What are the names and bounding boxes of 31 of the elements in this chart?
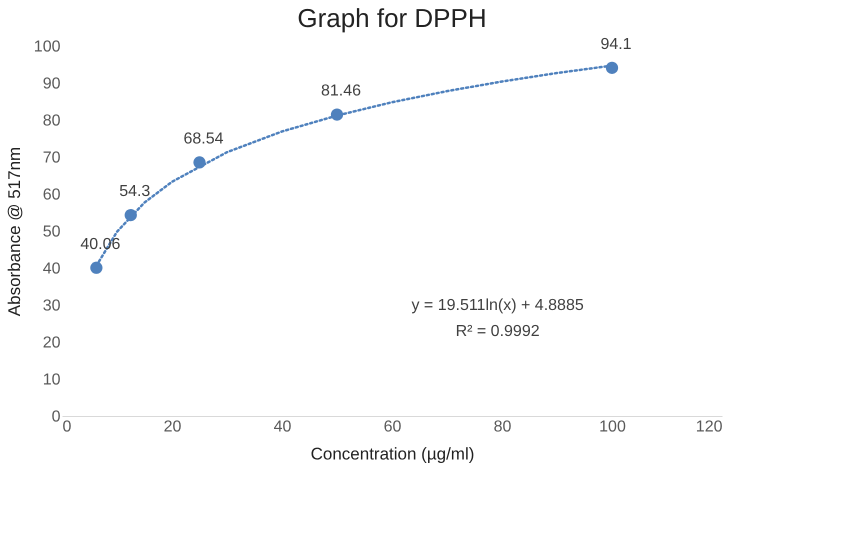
x-axis-title: Concentration (µg/ml) [310, 444, 474, 464]
point [606, 62, 618, 74]
data-label: 68.54 [183, 130, 224, 148]
x-tick-label: 0 [62, 418, 72, 436]
y-tick-label: 90 [42, 76, 61, 92]
annotation: y = 19.511ln(x) + 4.8885 [411, 297, 584, 314]
data-label: 81.46 [320, 82, 362, 100]
annotation: R² = 0.9992 [456, 323, 540, 340]
x-tick-label: 120 [696, 418, 723, 436]
x-tick-label: 80 [494, 418, 512, 436]
y-tick-label: 30 [42, 298, 61, 314]
point [330, 108, 344, 121]
data-label: 94.1 [600, 36, 632, 53]
x-tick-label: 60 [384, 418, 402, 436]
point [193, 156, 206, 169]
point [90, 262, 102, 274]
chart-title: Graph for DPPH [297, 2, 487, 33]
x-tick-label: 100 [599, 418, 626, 436]
y-tick-label: 60 [42, 186, 61, 204]
y-tick-label: 100 [34, 38, 61, 56]
y-tick-label: 10 [42, 372, 61, 388]
y-tick-label: 40 [42, 260, 61, 278]
y-tick-label: 20 [42, 334, 61, 352]
x-tick-label: 20 [164, 418, 182, 436]
y-tick-label: 50 [42, 224, 61, 240]
y-axis-title: Absorbance @ 517nm [4, 146, 24, 316]
x-tick-label: 40 [274, 418, 292, 436]
y-tick-label: 80 [42, 112, 61, 130]
point [124, 208, 137, 222]
y-tick-label: 70 [42, 150, 61, 166]
data-label: 54.3 [119, 183, 150, 200]
